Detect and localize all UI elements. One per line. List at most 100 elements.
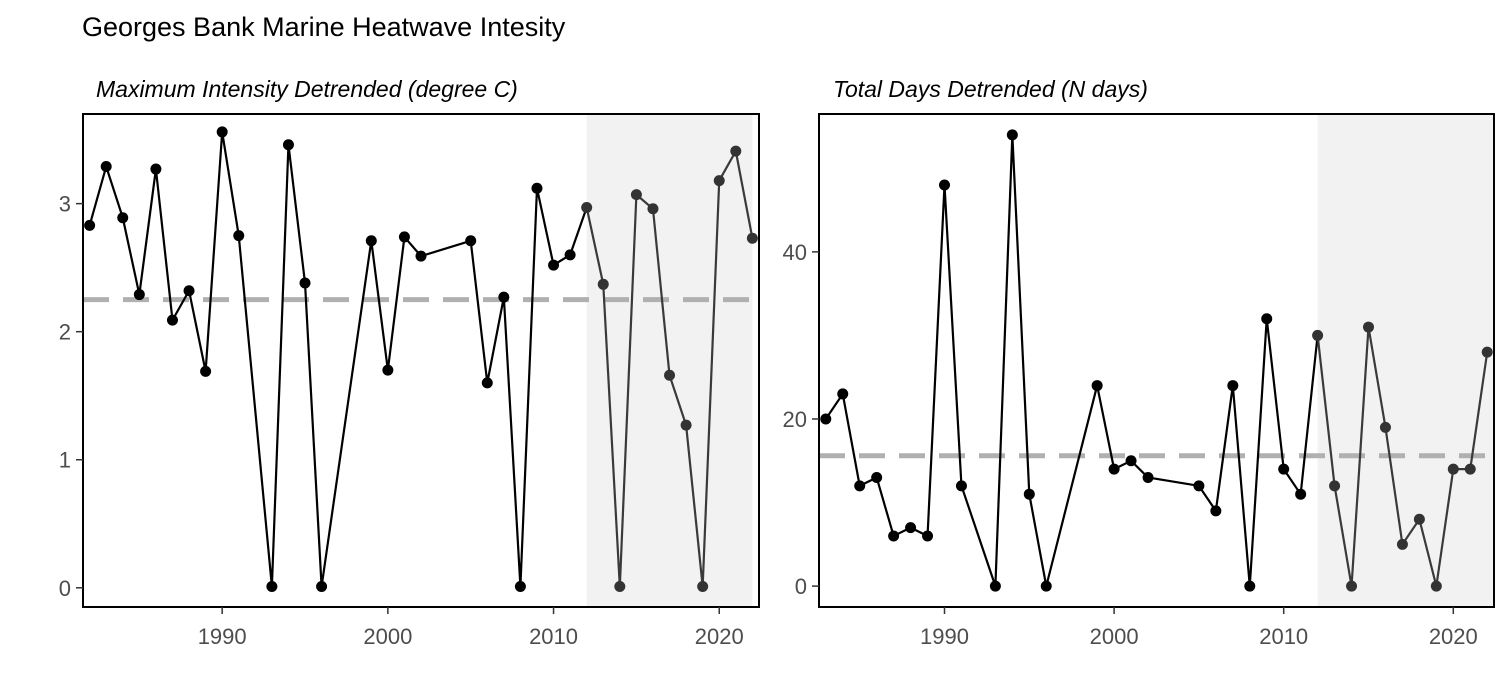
data-point: [282, 139, 294, 151]
data-point: [1430, 580, 1442, 592]
data-point: [1108, 463, 1120, 475]
x-tick-label: 2010: [1259, 624, 1308, 649]
x-tick-label: 2000: [1090, 624, 1139, 649]
data-point: [1362, 321, 1374, 333]
data-point: [150, 163, 162, 175]
data-point: [1396, 538, 1408, 550]
y-tick-label: 40: [783, 240, 807, 265]
panel-max-intensity: 1990 2000 2010 2020 0 1 2 3 Maximum Intensity De…: [59, 76, 760, 649]
data-point: [1193, 480, 1205, 492]
data-point: [531, 182, 543, 194]
data-point: [939, 179, 951, 191]
data-point: [1312, 329, 1324, 341]
data-point: [266, 581, 278, 593]
plot-area: [819, 114, 1494, 607]
panel-subtitle: Maximum Intensity Detrended (degree C): [96, 76, 518, 102]
data-point: [989, 580, 1001, 592]
data-point: [100, 161, 112, 173]
data-point: [183, 285, 195, 297]
data-point: [1329, 480, 1341, 492]
data-point: [1413, 513, 1425, 525]
data-point: [1091, 380, 1103, 392]
data-point: [837, 388, 849, 400]
panel-border: [82, 113, 760, 608]
data-point: [1125, 455, 1137, 467]
series-line: [88, 131, 588, 587]
data-point: [1481, 346, 1493, 358]
x-tick-label: 2010: [529, 624, 578, 649]
y-tick-label: 20: [783, 407, 807, 432]
data-point: [382, 364, 394, 376]
data-point: [481, 377, 493, 389]
data-point: [1447, 463, 1459, 475]
data-point: [133, 289, 145, 301]
data-point: [905, 522, 917, 534]
data-point: [1278, 463, 1290, 475]
data-point: [1295, 488, 1307, 500]
data-point: [1261, 313, 1273, 325]
data-point: [1142, 471, 1154, 483]
data-point: [1006, 129, 1018, 141]
data-point: [1346, 580, 1358, 592]
y-tick-label: 0: [795, 574, 807, 599]
data-point: [1379, 421, 1391, 433]
data-point: [630, 189, 642, 201]
data-point: [1464, 463, 1476, 475]
series-line: [824, 134, 1319, 587]
data-point: [1040, 580, 1052, 592]
data-point: [922, 530, 934, 542]
data-point: [854, 480, 866, 492]
data-point: [465, 235, 477, 247]
y-tick-label: 0: [59, 576, 71, 601]
panel-border: [818, 113, 1495, 608]
plot-area: [83, 114, 759, 607]
data-point: [713, 175, 725, 187]
data-point: [1227, 380, 1239, 392]
panel-subtitle: Total Days Detrended (N days): [833, 76, 1148, 102]
data-point: [1244, 580, 1256, 592]
x-tick-label: 1990: [920, 624, 969, 649]
data-point: [664, 369, 676, 381]
y-tick-label: 2: [59, 320, 71, 345]
data-point: [746, 232, 758, 244]
data-point: [415, 250, 427, 262]
data-point: [299, 277, 311, 289]
panel-total-days: 1990 2000 2010 2020 0 20 40 Total Days Detrende…: [783, 76, 1495, 649]
x-tick-label: 2020: [695, 624, 744, 649]
data-point: [564, 249, 576, 261]
data-point: [548, 259, 560, 271]
data-point: [216, 126, 228, 138]
data-point: [200, 365, 212, 377]
data-point: [955, 480, 967, 492]
data-point: [166, 314, 178, 326]
data-point: [581, 201, 593, 213]
data-point: [398, 231, 410, 243]
x-tick-label: 1990: [198, 624, 247, 649]
y-tick-label: 1: [59, 448, 71, 473]
data-point: [365, 235, 377, 247]
x-tick-label: 2020: [1429, 624, 1478, 649]
data-point: [888, 530, 900, 542]
x-tick-label: 2000: [363, 624, 412, 649]
chart-title: Georges Bank Marine Heatwave Intesity: [82, 12, 566, 42]
shaded-recent-period: [586, 114, 753, 607]
shaded-recent-period: [1317, 114, 1494, 607]
data-point: [647, 203, 659, 215]
data-point: [233, 230, 245, 242]
data-point: [117, 212, 129, 224]
data-point: [316, 581, 328, 593]
data-point: [697, 581, 709, 593]
data-point: [498, 291, 510, 303]
data-point: [820, 413, 832, 425]
data-point: [730, 145, 742, 157]
data-point: [597, 278, 609, 290]
data-point: [84, 219, 96, 231]
data-point: [1210, 505, 1222, 517]
data-point: [1023, 488, 1035, 500]
data-point: [680, 419, 692, 431]
data-point: [614, 581, 626, 593]
y-tick-label: 3: [59, 192, 71, 217]
data-point: [514, 581, 526, 593]
data-point: [871, 471, 883, 483]
